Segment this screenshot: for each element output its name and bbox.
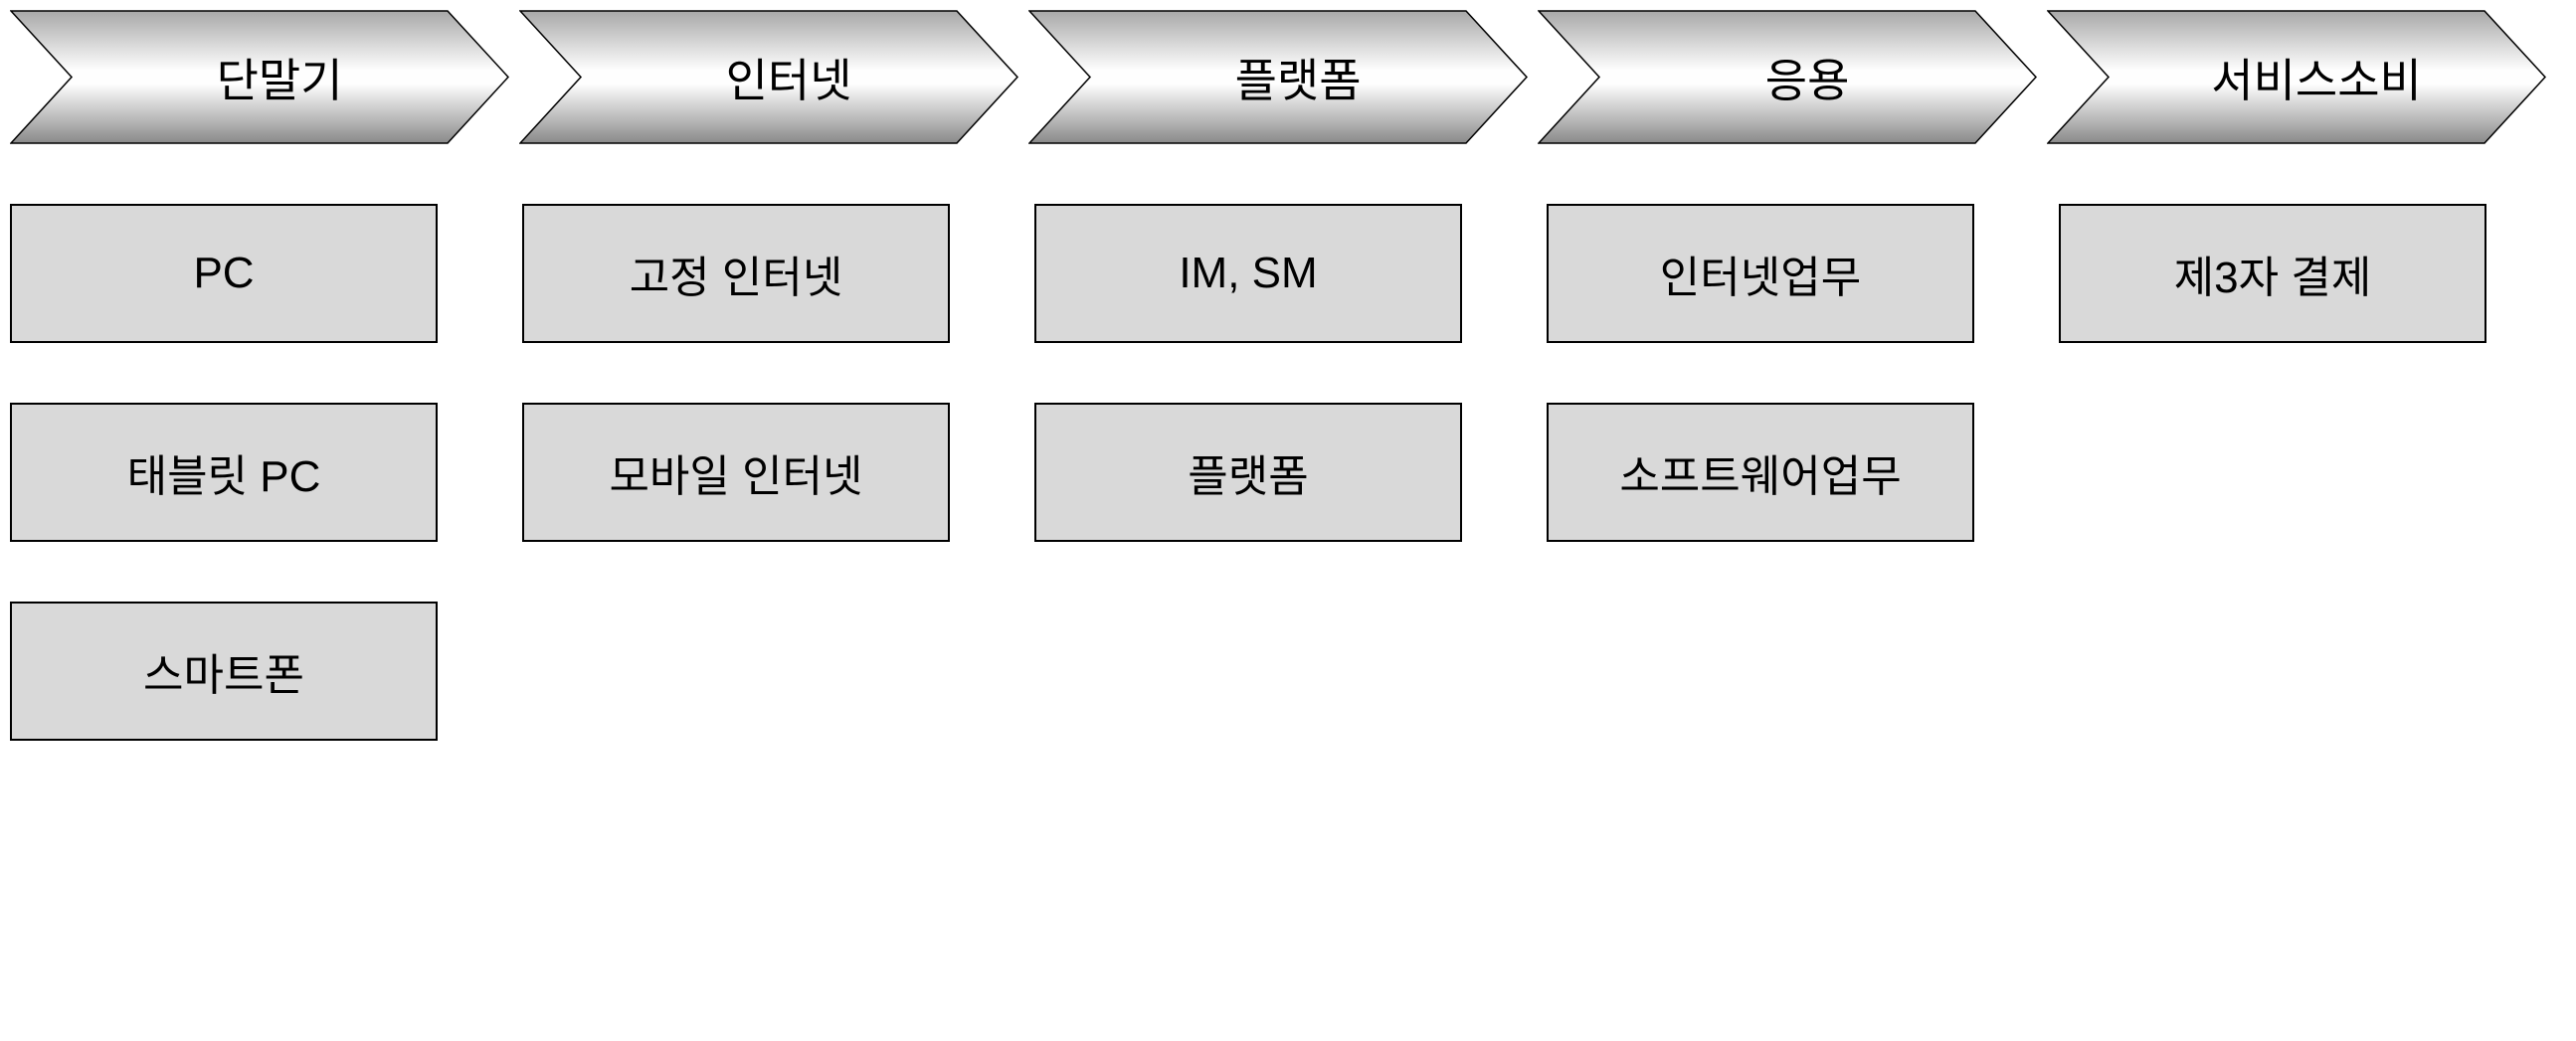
arrow-step-terminal: 단말기 — [10, 10, 509, 144]
arrow-label: 서비스소비 — [2211, 45, 2422, 110]
box-software-business: 소프트웨어업무 — [1547, 403, 1974, 542]
arrow-label: 응용 — [1765, 45, 1850, 110]
box-label: PC — [193, 249, 254, 298]
box-label: 스마트폰 — [143, 639, 304, 703]
box-pc: PC — [10, 204, 438, 343]
arrow-label: 인터넷 — [726, 45, 852, 110]
arrow-step-service-consumption: 서비스소비 — [2047, 10, 2546, 144]
box-label: IM, SM — [1179, 249, 1317, 298]
content-grid: PC 태블릿 PC 스마트폰 고정 인터넷 모바일 인터넷 IM, SM 플랫폼 — [10, 204, 2566, 741]
box-label: 고정 인터넷 — [630, 242, 843, 305]
box-mobile-internet: 모바일 인터넷 — [522, 403, 950, 542]
column-internet: 고정 인터넷 모바일 인터넷 — [522, 204, 950, 741]
arrow-label: 플랫폼 — [1235, 45, 1362, 110]
arrow-chevron-row: 단말기 인터넷 플랫폼 응용 서비스소비 — [10, 10, 2566, 144]
arrow-step-internet: 인터넷 — [519, 10, 1018, 144]
box-tablet-pc: 태블릿 PC — [10, 403, 438, 542]
box-platform: 플랫폼 — [1034, 403, 1462, 542]
box-label: 소프트웨어업무 — [1619, 440, 1901, 504]
box-label: 태블릿 PC — [127, 440, 321, 504]
column-terminal: PC 태블릿 PC 스마트폰 — [10, 204, 438, 741]
column-service-consumption: 제3자 결제 — [2059, 204, 2486, 741]
box-label: 플랫폼 — [1188, 440, 1308, 504]
arrow-step-application: 응용 — [1538, 10, 2037, 144]
column-application: 인터넷업무 소프트웨어업무 — [1547, 204, 1974, 741]
box-third-party-payment: 제3자 결제 — [2059, 204, 2486, 343]
box-label: 제3자 결제 — [2174, 242, 2372, 305]
box-fixed-internet: 고정 인터넷 — [522, 204, 950, 343]
diagram-container: 단말기 인터넷 플랫폼 응용 서비스소비 — [10, 10, 2566, 741]
box-label: 모바일 인터넷 — [609, 440, 862, 504]
column-platform: IM, SM 플랫폼 — [1034, 204, 1462, 741]
box-im-sm: IM, SM — [1034, 204, 1462, 343]
arrow-label: 단말기 — [217, 45, 343, 110]
arrow-step-platform: 플랫폼 — [1028, 10, 1528, 144]
box-internet-business: 인터넷업무 — [1547, 204, 1974, 343]
box-smartphone: 스마트폰 — [10, 602, 438, 741]
box-label: 인터넷업무 — [1660, 242, 1861, 305]
